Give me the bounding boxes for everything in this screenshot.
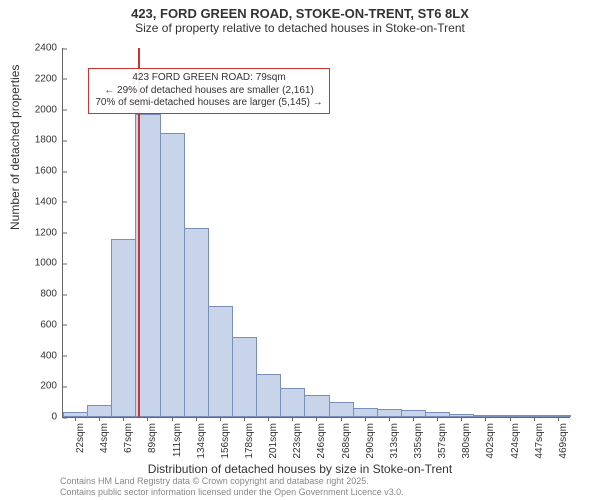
bar — [280, 388, 305, 417]
x-tick: 223sqm — [280, 417, 304, 457]
footer-attribution: Contains HM Land Registry data © Crown c… — [60, 476, 404, 498]
annotation-line2: ← 29% of detached houses are smaller (2,… — [95, 85, 322, 98]
y-tick: 800 — [40, 289, 63, 300]
x-tick: 178sqm — [232, 417, 256, 457]
bar — [208, 306, 233, 417]
x-tick: 447sqm — [522, 417, 546, 457]
bar — [111, 239, 136, 417]
x-tick: 402sqm — [473, 417, 497, 457]
x-tick: 357sqm — [425, 417, 449, 457]
bar — [160, 133, 185, 417]
y-tick: 1800 — [35, 135, 63, 146]
annotation-box: 423 FORD GREEN ROAD: 79sqm ← 29% of deta… — [88, 68, 329, 114]
chart-area: 0200400600800100012001400160018002000220… — [62, 48, 570, 418]
x-tick: 380sqm — [449, 417, 473, 457]
y-axis-label: Number of detached properties — [8, 65, 22, 230]
bar — [87, 405, 112, 417]
x-tick: 335sqm — [401, 417, 425, 457]
x-tick: 424sqm — [498, 417, 522, 457]
annotation-line3: 70% of semi-detached houses are larger (… — [95, 97, 322, 110]
x-tick: 44sqm — [87, 417, 111, 457]
bar — [256, 374, 281, 417]
x-tick: 89sqm — [135, 417, 159, 457]
bar — [329, 402, 354, 417]
bar — [401, 410, 426, 417]
x-tick: 156sqm — [208, 417, 232, 457]
x-tick: 111sqm — [160, 417, 184, 457]
footer-line2: Contains public sector information licen… — [60, 487, 404, 498]
x-axis-label: Distribution of detached houses by size … — [0, 462, 600, 476]
y-tick: 400 — [40, 350, 63, 361]
x-tick: 201sqm — [256, 417, 280, 457]
x-tick: 313sqm — [377, 417, 401, 457]
y-tick: 0 — [51, 412, 63, 423]
y-tick: 2400 — [35, 43, 63, 54]
x-tick: 469sqm — [546, 417, 570, 457]
x-tick: 290sqm — [353, 417, 377, 457]
x-tick: 134sqm — [184, 417, 208, 457]
y-tick: 200 — [40, 381, 63, 392]
y-tick: 1400 — [35, 196, 63, 207]
footer-line1: Contains HM Land Registry data © Crown c… — [60, 476, 404, 487]
x-tick: 268sqm — [329, 417, 353, 457]
bar — [377, 409, 402, 417]
x-tick: 246sqm — [304, 417, 328, 457]
chart-title-block: 423, FORD GREEN ROAD, STOKE-ON-TRENT, ST… — [0, 0, 600, 35]
bar — [232, 337, 257, 417]
y-tick: 2000 — [35, 104, 63, 115]
y-tick: 1600 — [35, 166, 63, 177]
y-tick: 1000 — [35, 258, 63, 269]
x-tick: 67sqm — [111, 417, 135, 457]
bar — [353, 408, 378, 417]
y-tick: 2200 — [35, 73, 63, 84]
y-tick: 1200 — [35, 227, 63, 238]
bar — [184, 228, 209, 417]
title-main: 423, FORD GREEN ROAD, STOKE-ON-TRENT, ST… — [0, 6, 600, 21]
annotation-line1: 423 FORD GREEN ROAD: 79sqm — [95, 72, 322, 85]
title-sub: Size of property relative to detached ho… — [0, 21, 600, 35]
x-tick: 22sqm — [63, 417, 87, 457]
x-ticks: 22sqm44sqm67sqm89sqm111sqm134sqm156sqm17… — [63, 417, 570, 457]
bar — [304, 395, 329, 417]
y-tick: 600 — [40, 319, 63, 330]
